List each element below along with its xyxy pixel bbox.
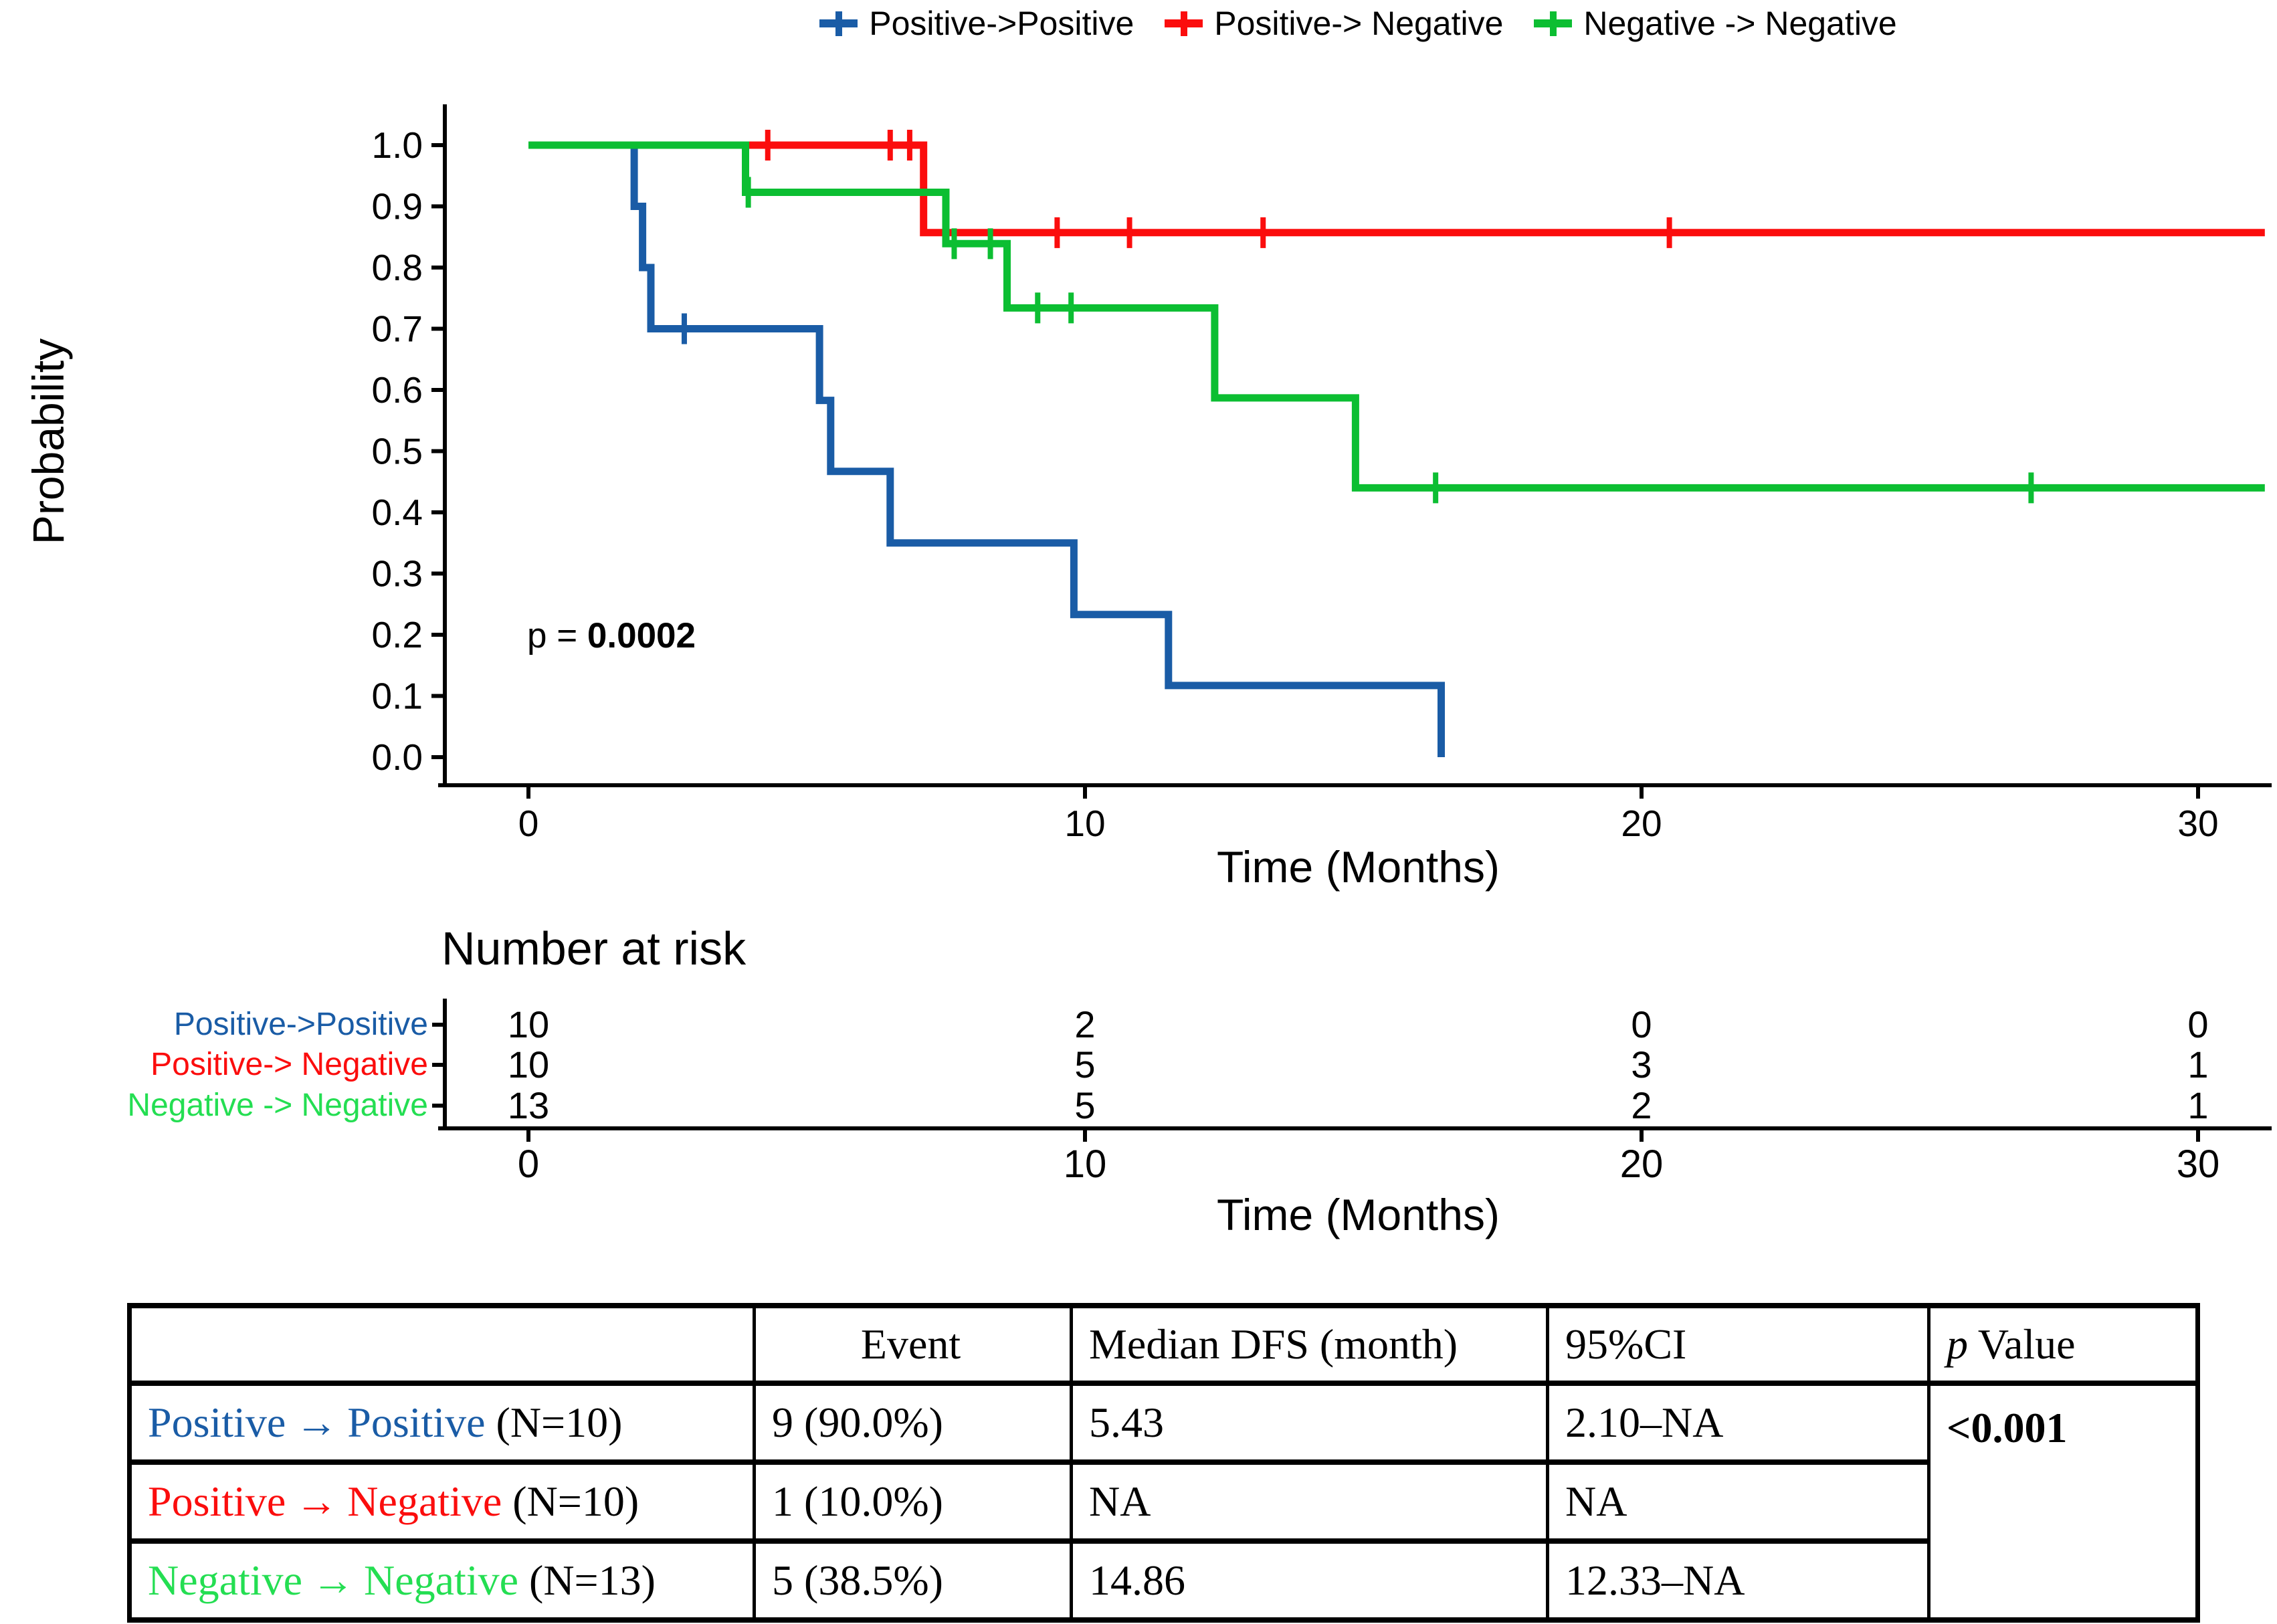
median-cell: 5.43 xyxy=(1070,1381,1549,1465)
svg-text:0.1: 0.1 xyxy=(372,676,423,717)
legend-label: Negative -> Negative xyxy=(1583,5,1897,42)
svg-text:0.9: 0.9 xyxy=(372,186,423,227)
arrow-icon: → xyxy=(312,1556,355,1604)
plus-marker-icon xyxy=(1165,9,1203,37)
risk-row-label: Positive->Positive xyxy=(173,1007,428,1042)
number-at-risk-title: Number at risk xyxy=(441,922,747,975)
svg-text:0: 0 xyxy=(518,1142,539,1186)
svg-text:0.0: 0.0 xyxy=(372,736,423,778)
risk-value: 2 xyxy=(1074,1003,1096,1045)
svg-text:20: 20 xyxy=(1620,1142,1664,1186)
median-cell: NA xyxy=(1070,1459,1549,1544)
table-row: Positive → Positive (N=10) 9 (90.0%) 5.43 … xyxy=(128,1381,2199,1623)
risk-value: 10 xyxy=(507,1043,550,1086)
plus-marker-icon xyxy=(1534,9,1573,37)
legend: Positive->Positive Positive-> Negative N… xyxy=(445,0,2272,47)
svg-text:30: 30 xyxy=(2177,803,2218,844)
table-row-label: Negative → Negative (N=13) xyxy=(128,1538,756,1623)
svg-text:0.6: 0.6 xyxy=(372,369,423,411)
risk-x-ticks: 0 10 20 30 xyxy=(518,1128,2219,1186)
svg-text:20: 20 xyxy=(1621,803,1662,844)
risk-value: 5 xyxy=(1074,1043,1096,1086)
p-value-annotation: p = 0.0002 xyxy=(527,616,696,655)
plus-marker-icon xyxy=(819,9,858,37)
svg-text:10: 10 xyxy=(1064,803,1105,844)
y-axis-title: Probability xyxy=(23,338,73,545)
x-ticks: 0 10 20 30 xyxy=(518,785,2219,844)
svg-text:30: 30 xyxy=(2177,1142,2220,1186)
header-median-dfs: Median DFS (month) xyxy=(1070,1303,1549,1386)
svg-text:0.7: 0.7 xyxy=(372,308,423,350)
legend-item-positive-negative: Positive-> Negative xyxy=(1165,4,1503,43)
table-row: Positive → Negative (N=10) 1 (10.0%) NA NA xyxy=(128,1459,2198,1544)
svg-text:1.0: 1.0 xyxy=(372,124,423,166)
p-value-cell: <0.001 xyxy=(1927,1381,2199,1623)
header-event: Event xyxy=(753,1303,1073,1386)
svg-text:0.3: 0.3 xyxy=(372,553,423,595)
risk-value: 0 xyxy=(2187,1003,2209,1045)
svg-text:0.8: 0.8 xyxy=(372,247,423,288)
event-cell: 9 (90.0%) xyxy=(753,1381,1073,1465)
risk-axes xyxy=(432,999,2272,1130)
legend-label: Positive->Positive xyxy=(869,5,1134,42)
risk-x-axis-title: Time (Months) xyxy=(1217,1190,1500,1239)
event-cell: 1 (10.0%) xyxy=(753,1459,1073,1544)
median-cell: 14.86 xyxy=(1070,1538,1549,1623)
series-Positive->Positive xyxy=(528,141,1445,757)
x-axis-title: Time (Months) xyxy=(1217,842,1500,892)
svg-text:10: 10 xyxy=(1064,1142,1107,1186)
table-row-label: Positive → Positive (N=10) xyxy=(128,1381,756,1465)
main-axes xyxy=(438,104,2272,787)
legend-item-positive-positive: Positive->Positive xyxy=(819,4,1134,43)
table-row-label: Positive → Negative (N=10) xyxy=(128,1459,756,1544)
svg-text:0: 0 xyxy=(518,803,539,844)
event-cell: 5 (38.5%) xyxy=(753,1538,1073,1623)
risk-value: 10 xyxy=(507,1003,550,1045)
table-header-row: Event Median DFS (month) 95%CI p Value xyxy=(128,1303,2199,1386)
svg-text:0.5: 0.5 xyxy=(372,431,423,472)
ci-cell: NA xyxy=(1546,1459,1931,1544)
summary-table: Event Median DFS (month) 95%CI p Value P… xyxy=(127,1303,2200,1623)
header-ci: 95%CI xyxy=(1546,1303,1931,1386)
arrow-icon: → xyxy=(295,1478,338,1525)
risk-value: 0 xyxy=(1631,1003,1652,1045)
risk-row-label: Positive-> Negative xyxy=(151,1047,428,1082)
svg-text:0.4: 0.4 xyxy=(372,492,423,533)
arrow-icon: → xyxy=(295,1399,338,1446)
series-Negative -> Negative xyxy=(528,141,2265,504)
ci-cell: 12.33–NA xyxy=(1546,1538,1931,1623)
legend-item-negative-negative: Negative -> Negative xyxy=(1534,4,1897,43)
risk-value: 1 xyxy=(2187,1084,2209,1126)
ci-cell: 2.10–NA xyxy=(1546,1381,1931,1465)
risk-value: 3 xyxy=(1631,1043,1652,1086)
risk-value: 2 xyxy=(1631,1084,1652,1126)
header-p-value: p Value xyxy=(1927,1303,2199,1386)
svg-text:0.2: 0.2 xyxy=(372,614,423,655)
header-empty xyxy=(128,1303,756,1386)
risk-value: 13 xyxy=(507,1084,550,1126)
risk-value: 1 xyxy=(2187,1043,2209,1086)
y-ticks: 1.0 0.9 0.8 0.7 0.6 0.5 0.4 0.3 0.2 0.1 0.0 xyxy=(372,124,445,778)
risk-row-label: Negative -> Negative xyxy=(127,1088,428,1123)
legend-label: Positive-> Negative xyxy=(1214,5,1504,42)
risk-value: 5 xyxy=(1074,1084,1096,1126)
table-row: Negative → Negative (N=13) 5 (38.5%) 14.86… xyxy=(128,1538,2198,1623)
